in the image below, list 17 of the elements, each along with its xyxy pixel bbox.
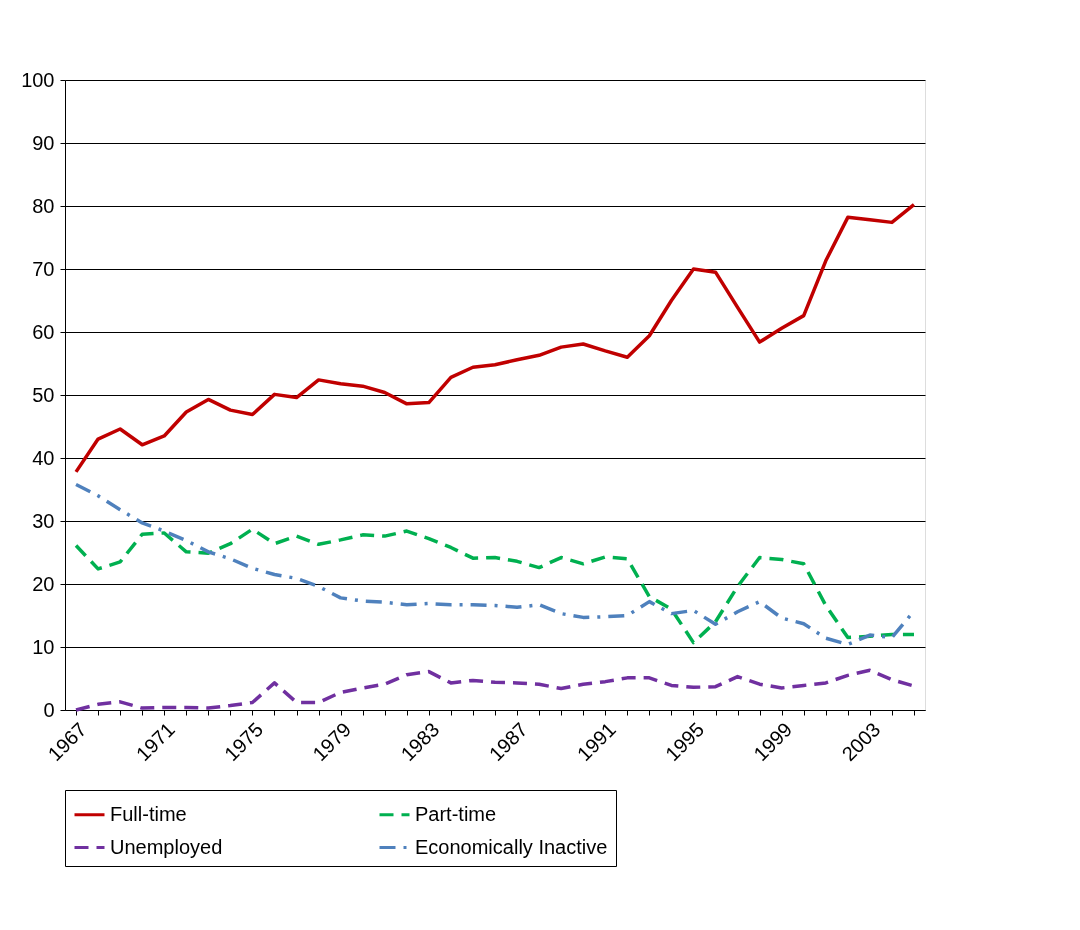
- y-tick-label: 90: [32, 131, 55, 154]
- y-tick-label: 30: [32, 509, 55, 532]
- line-series: [74, 202, 916, 474]
- y-tick-label: 60: [32, 320, 55, 343]
- y-tick-label: 10: [32, 635, 55, 658]
- y-tick-label: 40: [32, 446, 55, 469]
- legend-label: Unemployed: [110, 835, 223, 858]
- line-series: [74, 527, 916, 645]
- legend-label: Full-time: [110, 802, 187, 825]
- legend-label: Economically Inactive: [415, 835, 608, 858]
- y-tick-label: 20: [32, 572, 55, 595]
- y-tick-label: 100: [21, 68, 55, 91]
- legend-label: Part-time: [415, 802, 497, 825]
- y-tick-label: 0: [43, 698, 55, 721]
- y-tick-label: 70: [32, 257, 55, 280]
- y-tick-label: 80: [32, 194, 55, 217]
- y-tick-label: 50: [32, 383, 55, 406]
